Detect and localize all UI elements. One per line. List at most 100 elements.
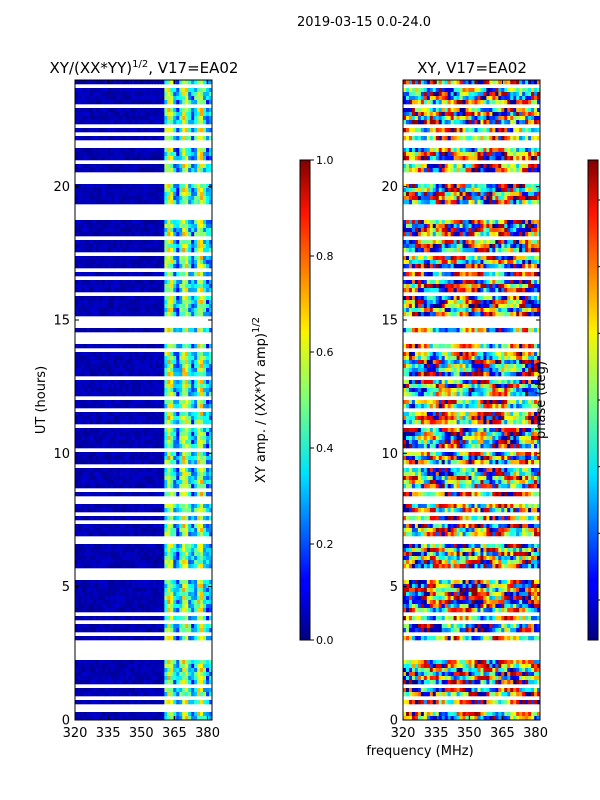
heatmap-cell — [75, 432, 79, 437]
heatmap-cell — [209, 256, 212, 261]
heatmap-cell — [477, 80, 481, 85]
heatmap-cell — [137, 556, 141, 561]
figure-title: 2019-03-15 0.0-24.0 — [297, 15, 431, 30]
heatmap-cell — [167, 96, 171, 101]
heatmap-cell — [143, 380, 147, 385]
heatmap-cell — [200, 364, 204, 369]
heatmap-cell — [137, 420, 141, 425]
heatmap-cell — [140, 328, 144, 333]
heatmap-cell — [125, 344, 130, 349]
heatmap-cell — [188, 492, 192, 497]
heatmap-cell — [179, 664, 183, 669]
heatmap-cell — [131, 108, 135, 113]
heatmap-cell — [164, 136, 168, 141]
heatmap-cell — [110, 364, 115, 369]
heatmap-cell — [75, 188, 79, 193]
heatmap-cell — [200, 384, 204, 389]
heatmap-cell — [173, 284, 177, 289]
heatmap-cell — [209, 228, 212, 233]
heatmap-cell — [110, 356, 115, 361]
heatmap-cell — [116, 600, 121, 605]
heatmap-cell — [158, 516, 162, 521]
heatmap-cell — [209, 108, 212, 113]
heatmap-cell — [89, 248, 94, 253]
heatmap-cell — [194, 672, 198, 677]
heatmap-cell — [191, 484, 195, 489]
heatmap-cell — [101, 492, 106, 497]
heatmap-cell — [128, 616, 132, 621]
heatmap-cell — [122, 564, 127, 569]
heatmap-cell — [167, 560, 171, 565]
heatmap-cell — [131, 596, 135, 601]
heatmap-cell — [101, 284, 106, 289]
heatmap-cell — [116, 528, 121, 533]
heatmap-cell — [152, 296, 156, 301]
heatmap-cell — [134, 296, 138, 301]
heatmap-cell — [158, 256, 162, 261]
heatmap-cell — [170, 136, 174, 141]
heatmap-cell — [86, 428, 91, 433]
heatmap-cell — [173, 152, 177, 157]
heatmap-cell — [167, 528, 171, 533]
heatmap-cell — [86, 548, 91, 553]
heatmap-cell — [173, 384, 177, 389]
heatmap-cell — [95, 440, 100, 445]
heatmap-cell — [101, 676, 106, 681]
heatmap-cell — [128, 596, 132, 601]
heatmap-cell — [104, 616, 109, 621]
heatmap-cell — [158, 200, 162, 205]
heatmap-cell — [209, 624, 212, 629]
heatmap-cell — [110, 544, 115, 549]
heatmap-cell — [128, 480, 132, 485]
heatmap-cell — [122, 692, 127, 697]
heatmap-cell — [134, 356, 138, 361]
heatmap-cell — [185, 456, 189, 461]
heatmap-cell — [179, 436, 183, 441]
heatmap-cell — [179, 184, 183, 189]
heatmap-cell — [98, 264, 103, 269]
heatmap-cell — [185, 672, 189, 677]
heatmap-cell — [143, 88, 147, 93]
heatmap-cell — [197, 556, 201, 561]
heatmap-cell — [143, 312, 147, 317]
heatmap-cell — [161, 528, 165, 533]
heatmap-cell — [158, 608, 162, 613]
heatmap-cell — [98, 432, 103, 437]
heatmap-cell — [170, 100, 174, 105]
heatmap-cell — [89, 280, 94, 285]
heatmap-cell — [140, 92, 144, 97]
heatmap-cell — [197, 524, 201, 529]
heatmap-cell — [125, 360, 130, 365]
heatmap-cell — [170, 428, 174, 433]
heatmap-cell — [423, 80, 428, 85]
heatmap-cell — [176, 680, 180, 685]
heatmap-cell — [77, 240, 82, 245]
heatmap-cell — [152, 244, 156, 249]
heatmap-cell — [167, 400, 171, 405]
heatmap-cell — [179, 308, 183, 313]
heatmap-cell — [116, 344, 121, 349]
heatmap-cell — [80, 604, 85, 609]
heatmap-cell — [149, 636, 153, 641]
heatmap-cell — [140, 664, 144, 669]
heatmap-cell — [92, 548, 97, 553]
heatmap-cell — [200, 196, 204, 201]
heatmap-cell — [92, 384, 97, 389]
heatmap-cell — [197, 672, 201, 677]
heatmap-cell — [134, 164, 138, 169]
heatmap-cell — [170, 700, 174, 705]
heatmap-cell — [110, 192, 115, 197]
heatmap-cell — [119, 296, 124, 301]
heatmap-cell — [86, 240, 91, 245]
heatmap-cell — [158, 712, 162, 717]
heatmap-cell — [101, 504, 106, 509]
heatmap-cell — [197, 580, 201, 585]
heatmap-cell — [146, 404, 150, 409]
heatmap-cell — [209, 508, 212, 513]
heatmap-cell — [89, 468, 94, 473]
heatmap-cell — [134, 716, 138, 720]
heatmap-cell — [486, 80, 490, 85]
heatmap-cell — [125, 472, 130, 477]
heatmap-cell — [194, 260, 198, 265]
heatmap-cell — [194, 352, 198, 357]
